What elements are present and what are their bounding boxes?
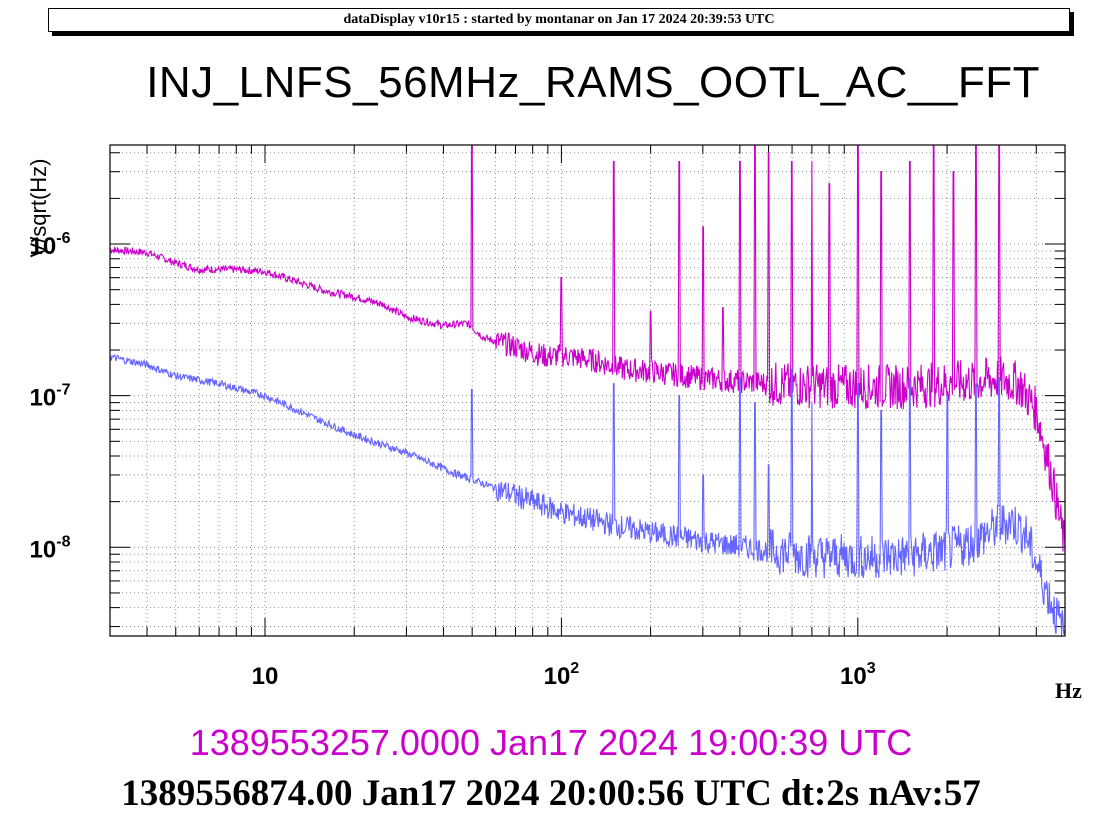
y-tick-label: 10-8: [30, 533, 71, 563]
y-tick-label: 10-6: [30, 230, 71, 260]
y-tick-label: 10-7: [30, 382, 71, 412]
banner-text: dataDisplay v10r15 : started by montanar…: [343, 12, 775, 27]
series1-timestamp: 1389553257.0000 Jan17 2024 19:00:39 UTC: [189, 722, 913, 763]
chart-title: INJ_LNFS_56MHz_RAMS_OOTL_AC__FFT: [146, 58, 1040, 107]
x-tick-label: 102: [544, 660, 580, 690]
y-axis-label: V/sqrt(Hz): [26, 159, 51, 258]
plot-frame: [109, 144, 1066, 637]
series-1-line: [109, 144, 1066, 553]
x-tick-label: 103: [840, 660, 876, 690]
banner: dataDisplay v10r15 : started by montanar…: [48, 8, 1070, 32]
x-tick-label: 10: [252, 663, 279, 690]
series-2-line: [109, 354, 1066, 637]
x-axis-label: Hz: [1055, 678, 1082, 703]
series2-timestamp: 1389556874.00 Jan17 2024 20:00:56 UTC dt…: [121, 773, 981, 814]
